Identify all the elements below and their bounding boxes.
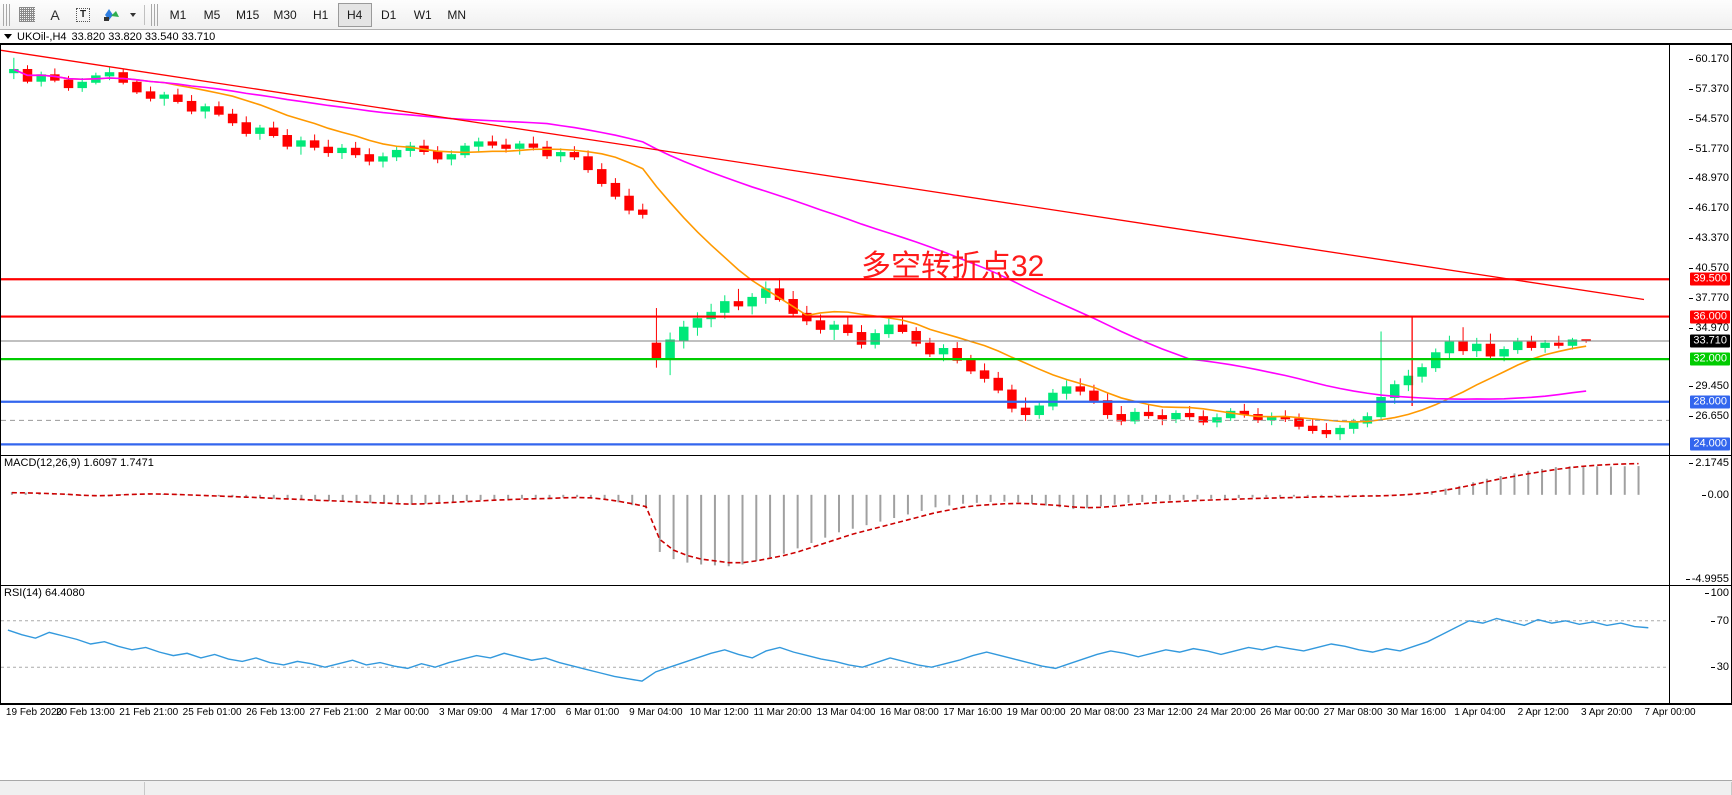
price-tick: 29.450 bbox=[1689, 380, 1729, 393]
time-axis-label: 20 Mar 08:00 bbox=[1070, 707, 1129, 718]
time-axis-label: 3 Apr 20:00 bbox=[1581, 707, 1633, 718]
price-tick: 40.570 bbox=[1689, 261, 1729, 274]
time-axis-label: 19 Mar 00:00 bbox=[1006, 707, 1066, 718]
crosshair-grid-icon[interactable] bbox=[13, 3, 41, 27]
macd-plot[interactable]: MACD(12,26,9) 1.6097 1.7471 bbox=[1, 456, 1669, 585]
chart-annotation: 多空转折点32 bbox=[861, 250, 1045, 283]
macd-tick: 0.00 bbox=[1701, 488, 1729, 501]
rsi-y-axis[interactable]: 100 70 30 bbox=[1669, 586, 1731, 703]
timeframe-m15[interactable]: M15 bbox=[236, 7, 260, 22]
ohlc-values: 33.820 33.820 33.540 33.710 bbox=[71, 30, 216, 43]
time-axis-label: 26 Feb 13:00 bbox=[246, 707, 305, 718]
time-axis-label: 10 Mar 12:00 bbox=[689, 707, 749, 718]
macd-tick: -4.9955 bbox=[1685, 573, 1729, 585]
time-axis-label: 17 Mar 16:00 bbox=[943, 707, 1003, 718]
price-y-axis[interactable]: 60.170 57.370 54.570 51.770 48.970 46.170 43.3… bbox=[1669, 45, 1731, 455]
time-axis-label: 2 Mar 00:00 bbox=[375, 707, 429, 718]
time-axis-label: 26 Mar 00:00 bbox=[1260, 707, 1320, 718]
time-axis-label: 25 Feb 01:00 bbox=[182, 707, 242, 718]
time-axis-label: 6 Mar 01:00 bbox=[565, 707, 620, 718]
macd-label: MACD(12,26,9) 1.6097 1.7471 bbox=[4, 457, 154, 469]
price-level-tag-resistance[interactable]: 39.500 bbox=[1690, 272, 1730, 286]
timeframe-w1[interactable]: W1 bbox=[413, 7, 432, 22]
symbol-label: UKOil-,H4 bbox=[17, 30, 67, 43]
time-axis[interactable]: 19 Feb 2020 20 Feb 13:00 21 Feb 21:00 25 Fe… bbox=[0, 704, 1732, 720]
toolbar-grip[interactable] bbox=[3, 3, 10, 26]
price-level-tag-support[interactable]: 28.000 bbox=[1690, 395, 1730, 409]
time-axis-label: 7 Apr 00:00 bbox=[1644, 707, 1696, 718]
toolbar: A T M1 M5 M15 M30 H1 H4 D1 W1 MN bbox=[0, 0, 1732, 30]
time-axis-label: 23 Mar 12:00 bbox=[1133, 707, 1193, 718]
time-axis-label: 4 Mar 17:00 bbox=[502, 707, 556, 718]
timeframe-m1[interactable]: M1 bbox=[169, 7, 187, 22]
timeframe-h1[interactable]: H1 bbox=[313, 7, 329, 22]
timeframe-m30[interactable]: M30 bbox=[273, 7, 297, 22]
time-axis-label: 20 Feb 13:00 bbox=[55, 707, 115, 718]
price-tick: 57.370 bbox=[1689, 82, 1729, 95]
time-axis-label: 27 Mar 08:00 bbox=[1323, 707, 1383, 718]
rsi-tick: 100 bbox=[1704, 587, 1729, 599]
timeframe-d1[interactable]: D1 bbox=[381, 7, 397, 22]
price-tick: 60.170 bbox=[1689, 53, 1729, 66]
text-box-icon[interactable]: T bbox=[69, 3, 97, 27]
price-level-tag-support[interactable]: 32.000 bbox=[1690, 352, 1730, 366]
time-axis-label: 2 Apr 12:00 bbox=[1517, 707, 1569, 718]
shapes-dropdown-caret-icon[interactable] bbox=[125, 3, 139, 27]
price-tick: 37.770 bbox=[1689, 291, 1729, 304]
price-plot[interactable] bbox=[1, 45, 1669, 455]
time-axis-label: 30 Mar 16:00 bbox=[1386, 707, 1446, 718]
chart-menu-caret-icon[interactable] bbox=[4, 34, 12, 39]
time-axis-label: 21 Feb 21:00 bbox=[119, 707, 179, 718]
timeframe-mn[interactable]: MN bbox=[447, 7, 467, 22]
price-level-tag-last-price[interactable]: 33.710 bbox=[1690, 334, 1730, 348]
time-axis-label: 16 Mar 08:00 bbox=[879, 707, 939, 718]
symbol-info-line: UKOil-,H4 33.820 33.820 33.540 33.710 bbox=[0, 30, 1732, 44]
price-level-tag-resistance[interactable]: 36.000 bbox=[1690, 310, 1730, 324]
timeframe-grip[interactable] bbox=[151, 3, 158, 26]
rsi-label: RSI(14) 64.4080 bbox=[4, 587, 85, 599]
chart-area: 60.170 57.370 54.570 51.770 48.970 46.170 43.3… bbox=[0, 44, 1732, 780]
price-tick: 34.970 bbox=[1689, 321, 1729, 334]
time-axis-label: 11 Mar 20:00 bbox=[753, 707, 812, 718]
time-axis-label: 19 Feb 2020 bbox=[5, 707, 63, 718]
time-axis-label: 27 Feb 21:00 bbox=[309, 707, 369, 718]
rsi-tick: 70 bbox=[1710, 614, 1729, 627]
time-axis-label: 1 Apr 04:00 bbox=[1454, 707, 1506, 718]
rsi-pane[interactable]: RSI(14) 64.4080 100 70 30 bbox=[0, 586, 1732, 704]
time-axis-label: 9 Mar 04:00 bbox=[629, 707, 683, 718]
text-label-icon[interactable]: A bbox=[50, 6, 60, 23]
macd-pane[interactable]: MACD(12,26,9) 1.6097 1.7471 2.1745 0.00 -4… bbox=[0, 456, 1732, 586]
price-pane[interactable]: 60.170 57.370 54.570 51.770 48.970 46.170 43.3… bbox=[0, 44, 1732, 456]
price-tick: 43.370 bbox=[1689, 232, 1729, 245]
status-bar bbox=[0, 780, 1732, 795]
time-axis-label: 24 Mar 20:00 bbox=[1196, 707, 1256, 718]
rsi-tick: 30 bbox=[1710, 661, 1729, 674]
macd-y-axis[interactable]: 2.1745 0.00 -4.9955 bbox=[1669, 456, 1731, 585]
status-segment-1 bbox=[0, 781, 145, 795]
rsi-plot[interactable]: RSI(14) 64.4080 bbox=[1, 586, 1669, 703]
shapes-icon[interactable] bbox=[97, 3, 125, 27]
price-tick: 51.770 bbox=[1689, 142, 1729, 155]
price-tick: 48.970 bbox=[1689, 172, 1729, 185]
macd-tick: 2.1745 bbox=[1689, 457, 1729, 469]
toolbar-divider bbox=[144, 4, 145, 25]
price-tick: 26.650 bbox=[1689, 410, 1729, 423]
timeframe-h4[interactable]: H4 bbox=[337, 2, 372, 27]
timeframe-m5[interactable]: M5 bbox=[203, 7, 221, 22]
time-axis-label: 3 Mar 09:00 bbox=[439, 707, 493, 718]
time-axis-label: 13 Mar 04:00 bbox=[816, 707, 876, 718]
price-level-tag-support[interactable]: 24.000 bbox=[1690, 437, 1730, 451]
status-segment-2 bbox=[145, 781, 1732, 795]
price-tick: 46.170 bbox=[1689, 202, 1729, 215]
price-tick: 54.570 bbox=[1689, 112, 1729, 125]
